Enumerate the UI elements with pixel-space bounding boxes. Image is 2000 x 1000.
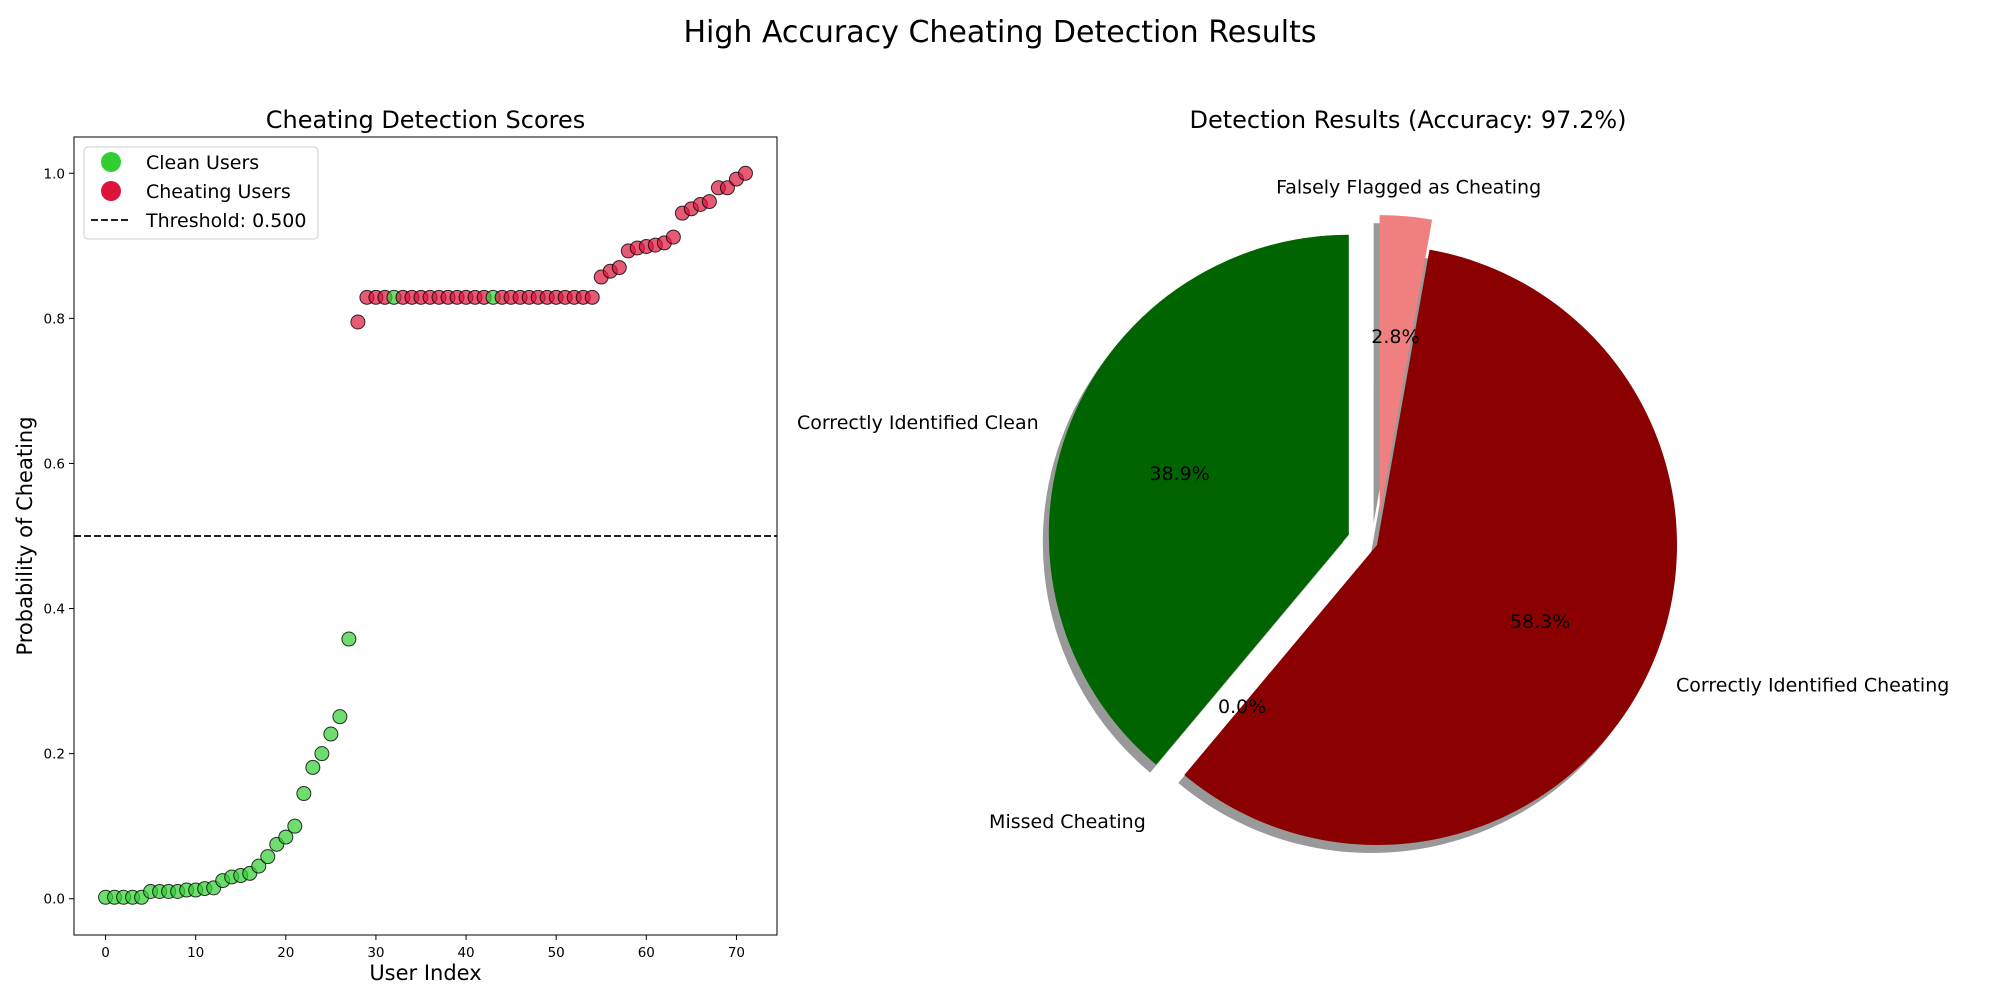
- pie-slice-correctly-identified-cheating: [1184, 249, 1678, 846]
- clean-user-point: [287, 818, 303, 834]
- pie-pct-correctly-identified-cheating: 58.3%: [1510, 611, 1570, 633]
- y-tick-label: 0.4: [44, 602, 65, 618]
- legend-frame: [83, 146, 319, 240]
- scatter-legend: Clean Users Cheating Users Threshold: 0.…: [83, 146, 319, 240]
- cheating-user-point: [665, 229, 681, 245]
- x-tick-label: 30: [367, 945, 384, 961]
- pie-chart: Detection Results (Accuracy: 97.2%) Corr…: [797, 106, 1949, 854]
- clean-user-point: [305, 759, 321, 775]
- legend-marker-cheating: [101, 181, 121, 201]
- scatter-plot-frame: [73, 136, 778, 936]
- pie-label-missed-cheating: Missed Cheating: [989, 811, 1146, 833]
- legend-label-clean: Clean Users: [146, 152, 259, 174]
- cheating-user-point: [737, 165, 753, 181]
- pie-labels: Correctly Identified Clean 38.9% Missed Ch…: [797, 176, 1949, 833]
- pie-pct-falsely-flagged-as-cheating: 2.8%: [1371, 326, 1419, 348]
- y-tick-label: 0.0: [44, 892, 65, 908]
- clean-user-point: [314, 746, 330, 762]
- pie-title: Detection Results (Accuracy: 97.2%): [1189, 106, 1626, 134]
- x-tick-label: 0: [101, 945, 110, 961]
- scatter-ticks: 0 10 20 30 40 50 60 70 0.0 0.2 0.4 0.6 0.8 1.0: [44, 166, 746, 961]
- x-tick-label: 10: [187, 945, 204, 961]
- clean-user-point: [323, 726, 339, 742]
- scatter-points: [98, 165, 753, 905]
- clean-user-point: [251, 858, 267, 874]
- y-tick-label: 1.0: [44, 166, 65, 182]
- scatter-title: Cheating Detection Scores: [266, 106, 586, 134]
- clean-user-point: [296, 786, 312, 802]
- cheating-user-point: [701, 194, 717, 210]
- clean-user-point: [332, 709, 348, 725]
- cheating-user-point: [719, 180, 735, 196]
- cheating-user-point: [611, 260, 627, 276]
- clean-user-point: [260, 849, 276, 865]
- pie-pct-correctly-identified-clean: 38.9%: [1149, 463, 1209, 485]
- clean-user-point: [278, 829, 294, 845]
- pie-slice-falsely-flagged-as-cheating: [1379, 215, 1433, 516]
- pie-slices: [1048, 215, 1678, 846]
- pie-pct-missed-cheating: 0.0%: [1218, 696, 1266, 718]
- legend-marker-clean: [101, 152, 121, 172]
- x-tick-label: 20: [277, 945, 294, 961]
- pie-label-falsely-flagged-as-cheating: Falsely Flagged as Cheating: [1276, 176, 1541, 198]
- legend-label-threshold: Threshold: 0.500: [145, 210, 306, 232]
- x-axis-label: User Index: [369, 961, 481, 985]
- legend-label-cheating: Cheating Users: [146, 181, 291, 203]
- pie-label-correctly-identified-clean: Correctly Identified Clean: [797, 412, 1039, 434]
- y-axis-label: Probability of Cheating: [13, 416, 37, 655]
- cheating-user-point: [350, 314, 366, 330]
- pie-label-correctly-identified-cheating: Correctly Identified Cheating: [1676, 675, 1949, 697]
- x-tick-label: 40: [457, 945, 474, 961]
- y-tick-label: 0.6: [44, 456, 65, 472]
- pie-slice-correctly-identified-clean: [1048, 234, 1349, 765]
- cheating-user-point: [584, 289, 600, 305]
- y-tick-label: 0.2: [44, 747, 65, 763]
- clean-user-point: [341, 631, 357, 647]
- scatter-chart: Cheating Detection Scores 0 10 20 30 40 50 60 7…: [13, 106, 778, 985]
- x-tick-label: 70: [728, 945, 745, 961]
- y-tick-label: 0.8: [44, 311, 65, 327]
- figure-title: High Accuracy Cheating Detection Results: [683, 15, 1316, 50]
- x-tick-label: 50: [548, 945, 565, 961]
- x-tick-label: 60: [638, 945, 655, 961]
